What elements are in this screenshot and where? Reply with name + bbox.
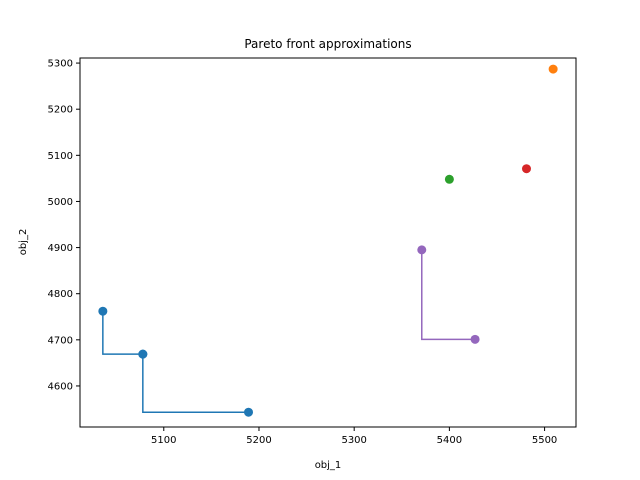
series-2-point <box>444 174 454 184</box>
x-tick-label: 5400 <box>437 435 462 446</box>
x-axis: 5100 5200 5300 5400 5500 <box>151 427 557 446</box>
axes-frame <box>79 57 577 428</box>
series-4-step-line <box>421 249 476 341</box>
series-0-step-line <box>102 311 249 413</box>
series-0-point <box>98 306 108 316</box>
series-0-point <box>244 407 254 417</box>
series-0-point <box>138 349 148 359</box>
series-1-point <box>548 64 558 74</box>
series-4-point <box>417 245 427 255</box>
y-tick-label: 5000 <box>48 197 73 208</box>
x-tick-label: 5100 <box>151 435 176 446</box>
x-tick-label: 5300 <box>341 435 366 446</box>
y-axis: 4600 4700 4800 4900 5000 5100 5200 5300 <box>48 59 80 392</box>
plot-area <box>98 64 558 417</box>
chart-title: Pareto front approximations <box>244 37 411 51</box>
y-tick-label: 5300 <box>48 59 73 70</box>
y-tick-label: 4900 <box>48 243 73 254</box>
y-tick-label: 5200 <box>48 105 73 116</box>
y-tick-label: 5100 <box>48 151 73 162</box>
series-4-point <box>470 334 480 344</box>
y-tick-label: 4700 <box>48 335 73 346</box>
y-tick-label: 4600 <box>48 381 73 392</box>
x-tick-label: 5500 <box>532 435 557 446</box>
series-3-point <box>521 164 531 174</box>
x-tick-label: 5200 <box>246 435 271 446</box>
y-tick-label: 4800 <box>48 289 73 300</box>
x-axis-label: obj_1 <box>315 460 342 471</box>
y-axis-label: obj_2 <box>18 229 29 256</box>
